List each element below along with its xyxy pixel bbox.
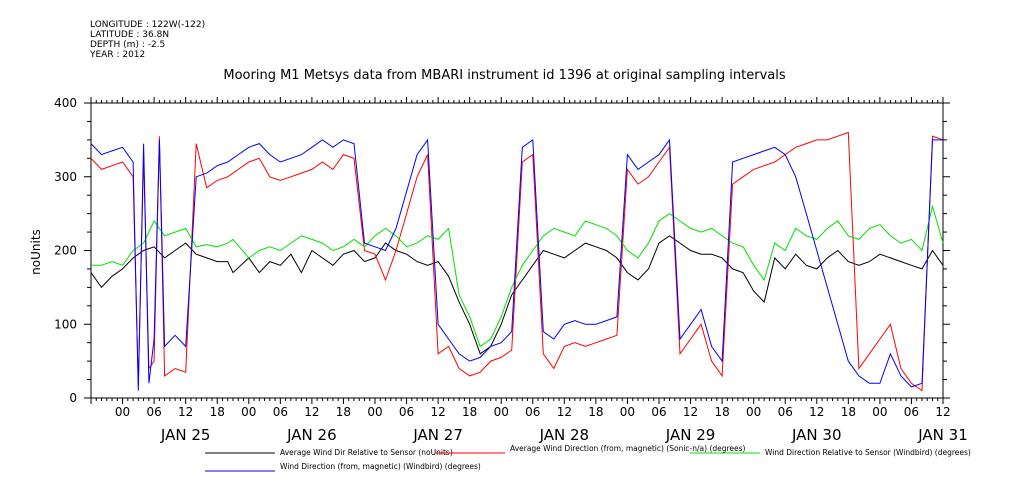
x-tick-label: 00 [872, 405, 887, 419]
legend-label-3: Wind Direction Relative to Sensor (Windb… [765, 448, 971, 457]
day-label: JAN 30 [791, 426, 842, 444]
day-label: JAN 31 [917, 426, 968, 444]
series-line-2 [90, 131, 944, 392]
y-tick-label: 400 [54, 96, 77, 110]
x-tick-label: 06 [778, 405, 793, 419]
series-line-4 [90, 138, 943, 391]
chart-title: Mooring M1 Metsys data from MBARI instru… [223, 68, 786, 83]
x-tick-label: 12 [809, 405, 824, 419]
y-axis-label: noUnits [29, 229, 43, 275]
y-tick-label: 0 [69, 391, 77, 405]
y-tick-label: 200 [54, 244, 77, 258]
latitude-label: LATITUDE : 36.8N [90, 30, 170, 40]
x-tick-label: 06 [525, 405, 540, 419]
day-label: JAN 27 [412, 426, 463, 444]
axes: 0 100 200 300 400 00 06 12 18 00 06 12 18 00 06 12 18 00 0… [54, 96, 968, 444]
x-tick-label: 18 [714, 405, 729, 419]
legend-label-4: Wind Direction (from, magnetic) (Windbir… [280, 462, 481, 471]
x-tick-label: 06 [399, 405, 414, 419]
x-tick-label: 18 [462, 405, 477, 419]
x-tick-label: 18 [841, 405, 856, 419]
y-tick-label: 100 [54, 317, 77, 331]
legend-label-2: Average Wind Direction (from, magnetic) … [510, 444, 746, 453]
metadata-block: LONGITUDE : 122W(-122) LATITUDE : 36.8N … [90, 20, 205, 60]
day-label: JAN 28 [539, 426, 590, 444]
x-tick-label: 12 [178, 405, 193, 419]
year-label: YEAR : 2012 [90, 50, 146, 60]
x-tick-label: 12 [935, 405, 950, 419]
series-lines [90, 131, 944, 392]
day-label: JAN 25 [160, 426, 211, 444]
x-tick-label: 00 [746, 405, 761, 419]
x-tick-label: 12 [304, 405, 319, 419]
x-tick-label: 12 [430, 405, 445, 419]
x-tick-label: 06 [146, 405, 161, 419]
x-tick-label: 18 [588, 405, 603, 419]
x-tick-label: 06 [904, 405, 919, 419]
day-label: JAN 29 [665, 426, 716, 444]
x-tick-label: 00 [494, 405, 509, 419]
legend-label-1: Average Wind Dir Relative to Sensor (noU… [280, 448, 453, 457]
x-tick-label: 18 [336, 405, 351, 419]
x-tick-label: 18 [210, 405, 225, 419]
series-line-1 [90, 235, 944, 355]
x-tick-label: 00 [620, 405, 635, 419]
day-label: JAN 26 [286, 426, 337, 444]
x-tick-label: 00 [367, 405, 382, 419]
x-tick-label: 12 [557, 405, 572, 419]
legend: Average Wind Dir Relative to Sensor (noU… [205, 444, 971, 472]
series-line-3 [91, 204, 944, 348]
depth-label: DEPTH (m) : -2.5 [90, 40, 166, 50]
x-tick-label: 00 [115, 405, 130, 419]
x-tick-label: 06 [273, 405, 288, 419]
y-tick-label: 300 [54, 170, 77, 184]
longitude-label: LONGITUDE : 122W(-122) [90, 20, 206, 30]
x-tick-label: 00 [241, 405, 256, 419]
x-tick-label: 06 [651, 405, 666, 419]
x-tick-label: 12 [683, 405, 698, 419]
